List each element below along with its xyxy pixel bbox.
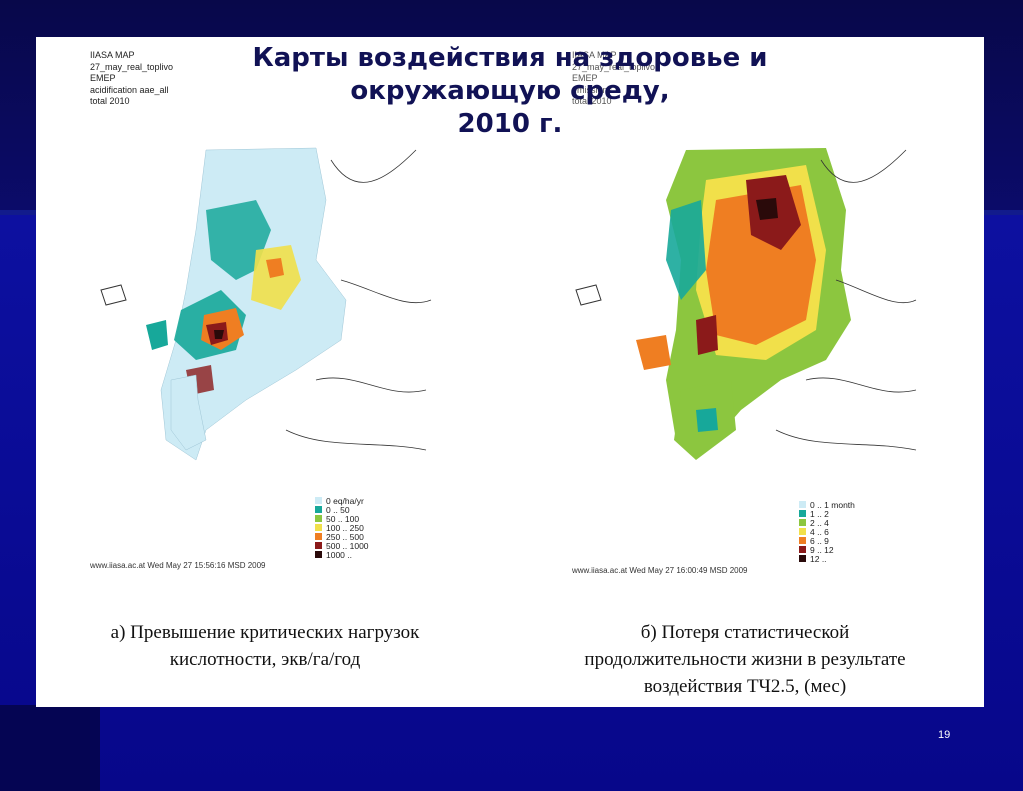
legend-label: 1 .. 2 bbox=[810, 508, 829, 519]
meta-line: total 2010 bbox=[90, 96, 130, 106]
acidification-map bbox=[100, 147, 432, 461]
meta-line: total 2010 bbox=[572, 96, 612, 106]
title-line: Карты воздействия на здоровье и bbox=[252, 43, 768, 73]
legend-item: 0 .. 1 month bbox=[799, 499, 855, 510]
right-map-caption: б) Потеря статистической продолжительнос… bbox=[505, 619, 985, 700]
legend-label: 6 .. 9 bbox=[810, 535, 829, 546]
meta-line: EMEP bbox=[572, 73, 598, 83]
slide-corner-block bbox=[0, 705, 100, 791]
meta-line: IIASA MAP bbox=[572, 50, 617, 60]
legend-swatch bbox=[315, 542, 322, 549]
legend-label: 4 .. 6 bbox=[810, 526, 829, 537]
left-map-footer: www.iiasa.ac.at Wed May 27 15:56:16 MSD … bbox=[90, 561, 266, 570]
meta-line: emissions bbox=[572, 84, 613, 95]
legend-swatch bbox=[799, 528, 806, 535]
slide-title: Карты воздействия на здоровье и окружающ… bbox=[160, 42, 860, 141]
legend-item: 4 .. 6 bbox=[799, 526, 855, 537]
legend-item: 500 .. 1000 bbox=[315, 540, 369, 551]
legend-item: 0 eq/ha/yr bbox=[315, 495, 369, 506]
legend-label: 50 .. 100 bbox=[326, 513, 360, 524]
legend-item: 12 .. bbox=[799, 553, 855, 564]
caption-line: продолжительности жизни в результате bbox=[584, 649, 906, 670]
right-map-footer: www.iiasa.ac.at Wed May 27 16:00:49 MSD … bbox=[572, 566, 748, 575]
legend-item: 100 .. 250 bbox=[315, 522, 369, 533]
legend-label: 100 .. 250 bbox=[326, 522, 364, 533]
legend-swatch bbox=[799, 510, 806, 517]
meta-line: EMEP bbox=[90, 73, 116, 83]
legend-item: 0 .. 50 bbox=[315, 504, 369, 515]
legend-item: 6 .. 9 bbox=[799, 535, 855, 546]
legend-label: 0 .. 50 bbox=[326, 504, 350, 515]
legend-label: 0 eq/ha/yr bbox=[326, 495, 364, 506]
meta-line: 27_may_real_toplivo bbox=[90, 61, 174, 72]
legend-label: 12 .. bbox=[810, 553, 827, 564]
legend-item: 2 .. 4 bbox=[799, 517, 855, 528]
legend-label: 250 .. 500 bbox=[326, 531, 364, 542]
legend-swatch bbox=[799, 537, 806, 544]
legend-swatch bbox=[799, 555, 806, 562]
legend-label: 9 .. 12 bbox=[810, 544, 834, 555]
legend-item: 1 .. 2 bbox=[799, 508, 855, 519]
legend-swatch bbox=[315, 497, 322, 504]
legend-label: 2 .. 4 bbox=[810, 517, 829, 528]
legend-swatch bbox=[799, 501, 806, 508]
caption-line: б) Потеря статистической bbox=[640, 622, 850, 643]
legend-swatch bbox=[799, 546, 806, 553]
left-map-caption: а) Превышение критических нагрузок кисло… bbox=[40, 619, 490, 673]
legend-swatch bbox=[799, 519, 806, 526]
page-number: 19 bbox=[938, 729, 951, 741]
caption-line: а) Превышение критических нагрузок bbox=[110, 622, 420, 643]
left-map-legend: 0 eq/ha/yr 0 .. 50 50 .. 100 100 .. 250 … bbox=[315, 495, 369, 560]
legend-item: 9 .. 12 bbox=[799, 544, 855, 555]
legend-item: 1000 .. bbox=[315, 549, 369, 560]
caption-line: кислотности, экв/га/год bbox=[169, 649, 361, 670]
legend-swatch bbox=[315, 533, 322, 540]
left-map-metadata: IIASA MAP 27_may_real_toplivo EMEP acidi… bbox=[90, 50, 173, 108]
title-line: окружающую среду, bbox=[350, 76, 670, 106]
caption-line: воздействия ТЧ2.5, (мес) bbox=[643, 676, 847, 697]
legend-item: 250 .. 500 bbox=[315, 531, 369, 542]
meta-line: IIASA MAP bbox=[90, 50, 135, 60]
pm25-life-expectancy-map bbox=[575, 148, 917, 460]
right-map-legend: 0 .. 1 month 1 .. 2 2 .. 4 4 .. 6 6 .. 9… bbox=[799, 499, 855, 564]
legend-swatch bbox=[315, 506, 322, 513]
legend-swatch bbox=[315, 515, 322, 522]
title-line: 2010 г. bbox=[457, 109, 563, 139]
meta-line: acidification aae_all bbox=[90, 84, 169, 95]
legend-label: 0 .. 1 month bbox=[810, 499, 855, 510]
legend-item: 50 .. 100 bbox=[315, 513, 369, 524]
right-map-metadata: IIASA MAP 27_may_real_toplivo EMEP emiss… bbox=[572, 50, 655, 108]
meta-line: 27_may_real_toplivo bbox=[572, 61, 656, 72]
legend-label: 1000 .. bbox=[326, 549, 352, 560]
legend-swatch bbox=[315, 551, 322, 558]
legend-swatch bbox=[315, 524, 322, 531]
legend-label: 500 .. 1000 bbox=[326, 540, 369, 551]
